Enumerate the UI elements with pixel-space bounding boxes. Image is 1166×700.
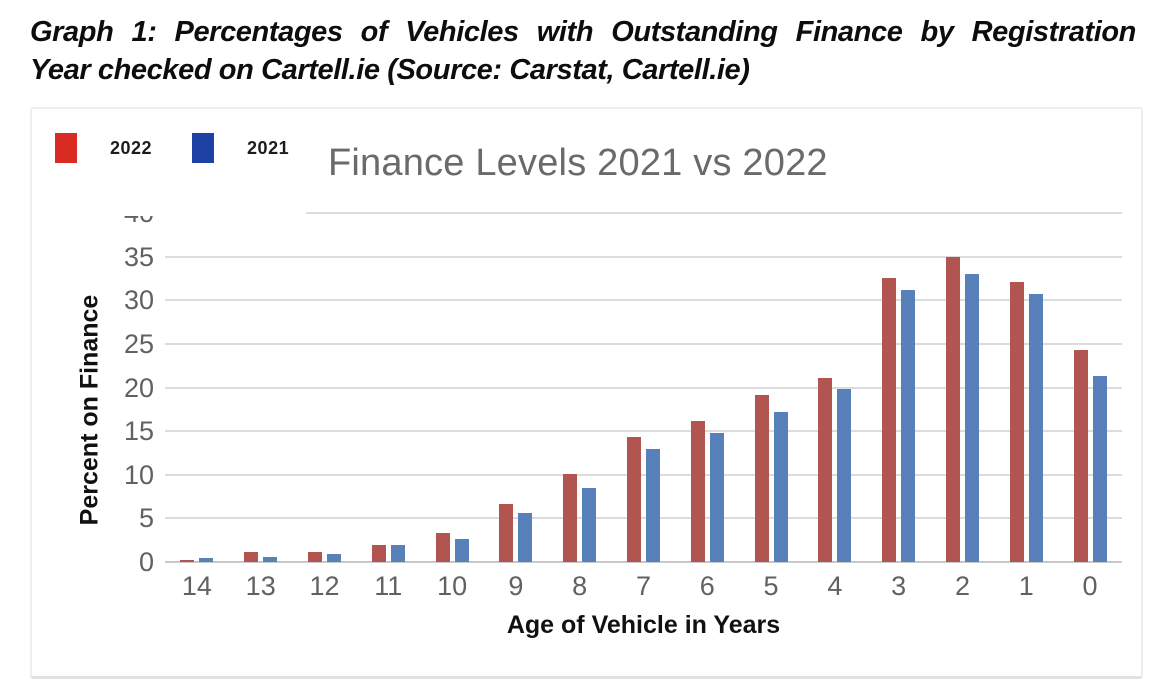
bar-2022-age-4 [818,377,833,562]
gridline-10 [165,473,1122,476]
y-tick-30: 30 [123,285,154,316]
bar-group-age-7 [612,437,676,562]
x-tick-age-0: 0 [1082,571,1098,601]
bar-2022-age-8 [563,473,578,562]
figure-caption-line-2: Year checked on Cartell.ie (Source: Cars… [30,54,750,86]
bar-2022-age-11 [371,544,386,562]
bar-2021-age-12 [326,554,341,562]
bar-group-age-8 [548,473,612,562]
gridline-40 [165,212,1122,214]
bar-group-age-11 [356,544,420,562]
bar-2022-age-1 [1009,281,1024,562]
gridline-15 [165,430,1122,433]
x-tick-age-7: 7 [635,571,651,601]
y-tick-25: 25 [123,328,154,359]
x-axis-labels: 14 13 12 11 10 9 8 7 6 5 4 3 2 1 0 [165,571,1122,602]
bar-2021-age-0 [1092,376,1107,562]
gridline-30 [165,299,1122,302]
bar-group-age-3 [867,278,931,562]
y-tick-15: 15 [123,416,154,447]
legend-swatch-2022-icon [55,133,77,163]
bar-2022-age-7 [626,437,641,562]
bar-2021-age-6 [709,432,724,562]
legend-item-2022: 2022 [55,133,152,163]
figure-caption: Graph 1: Percentages of Vehicles with Ou… [30,13,1136,89]
bar-2022-age-9 [499,504,514,562]
bar-2021-age-10 [454,539,469,562]
bars-row [165,213,1122,562]
y-tick-0: 0 [138,547,154,577]
bar-2022-age-10 [435,533,450,562]
bar-group-age-10 [420,533,484,562]
x-axis-title: Age of Vehicle in Years [506,611,781,639]
bar-2022-age-6 [690,420,705,562]
x-tick-age-8: 8 [572,571,588,601]
bar-group-age-5 [739,394,803,562]
gridline-25 [165,342,1122,345]
x-tick-age-3: 3 [891,571,907,601]
figure-caption-line-1: Graph 1: Percentages of Vehicles with Ou… [30,16,1136,48]
bar-2021-age-8 [582,487,597,562]
bar-2021-age-5 [773,411,788,562]
bar-2021-age-1 [1028,294,1043,562]
x-tick-age-14: 14 [181,571,212,601]
bar-group-age-4 [803,377,867,562]
legend: 2022 2021 [32,109,306,216]
bar-group-age-14 [165,557,229,562]
bar-2022-age-0 [1073,350,1088,562]
legend-label-2021: 2021 [247,137,290,158]
bar-2021-age-2 [964,274,979,562]
y-axis-title: Percent on Finance [75,294,104,526]
bar-2022-age-13 [244,552,259,562]
bar-2021-age-7 [645,448,660,562]
y-tick-35: 35 [123,241,154,272]
x-tick-age-12: 12 [309,571,340,601]
y-tick-20: 20 [123,372,154,403]
x-tick-age-11: 11 [374,571,403,601]
bar-2021-age-3 [901,289,916,562]
chart-title: Finance Levels 2021 vs 2022 [328,142,828,184]
bar-group-age-1 [994,281,1058,562]
bar-group-age-2 [931,256,995,562]
x-tick-age-6: 6 [699,571,715,601]
x-tick-age-10: 10 [437,571,468,601]
bar-group-age-6 [675,420,739,562]
bar-2022-age-2 [945,256,960,562]
bar-2021-age-4 [837,389,852,562]
bar-2022-age-14 [180,560,195,562]
x-tick-age-13: 13 [245,571,276,601]
plot-area [165,212,1122,563]
bar-2021-age-14 [199,557,214,562]
gridline-35 [165,255,1122,258]
gridline-20 [165,386,1122,389]
bar-2021-age-13 [263,556,278,562]
x-tick-age-1: 1 [1018,571,1034,601]
x-tick-age-4: 4 [827,571,843,601]
gridline-5 [165,517,1122,520]
legend-swatch-2021-icon [192,133,215,163]
bar-group-age-12 [293,552,357,562]
bar-group-age-0 [1058,350,1122,562]
x-tick-age-9: 9 [508,571,524,601]
bar-2022-age-3 [882,278,897,562]
bar-2022-age-5 [754,394,769,562]
bar-2021-age-11 [390,545,405,562]
legend-label-2022: 2022 [110,137,153,158]
chart-card: Finance Levels 2021 vs 2022 Percent on F… [30,107,1143,679]
bar-group-age-13 [229,552,293,562]
gridline-0 [165,561,1122,563]
bar-2022-age-12 [307,552,322,562]
bar-group-age-9 [484,504,548,562]
y-tick-10: 10 [123,459,154,490]
legend-item-2021: 2021 [192,133,289,163]
x-tick-age-5: 5 [763,571,779,601]
bar-2021-age-9 [518,513,533,562]
x-tick-age-2: 2 [954,571,970,601]
y-tick-5: 5 [138,503,154,534]
